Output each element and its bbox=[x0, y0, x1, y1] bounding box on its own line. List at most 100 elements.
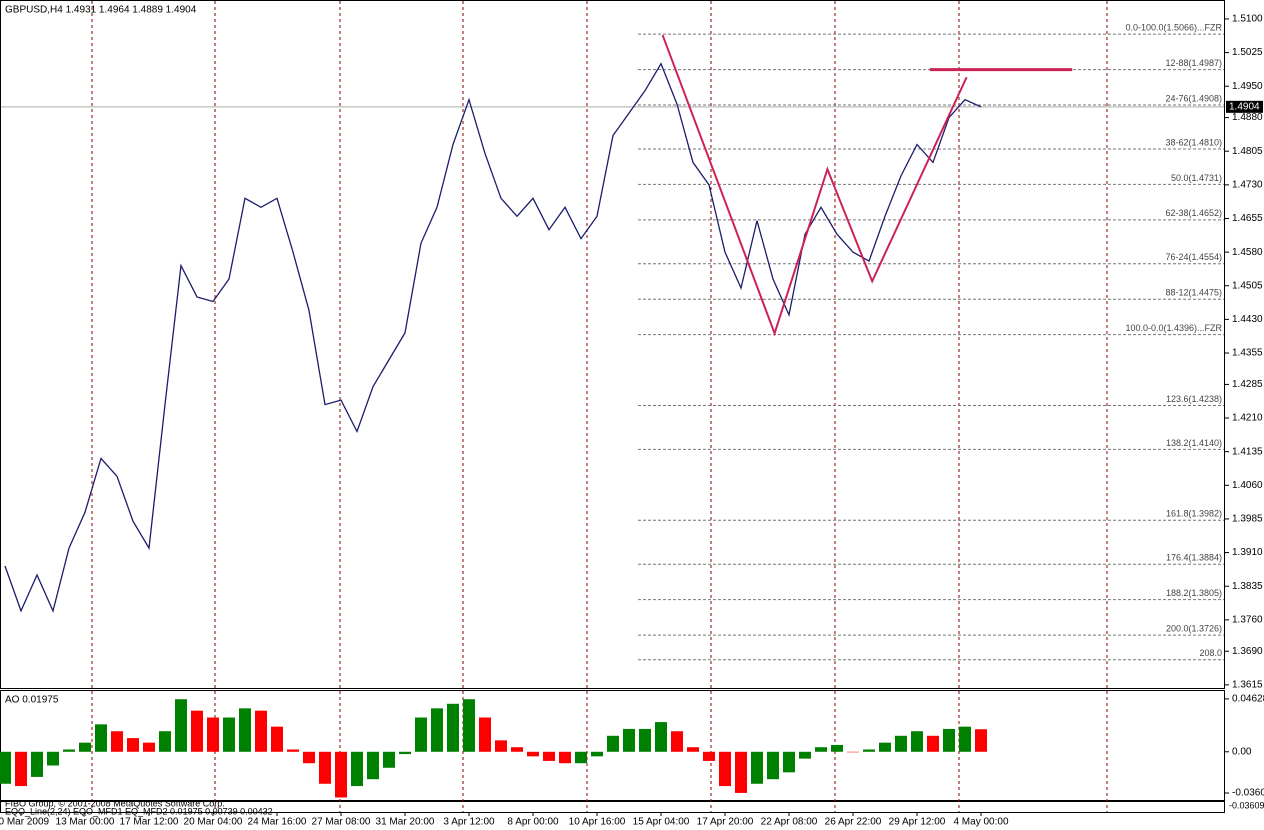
ao-bar bbox=[463, 699, 475, 752]
ao-panel bbox=[0, 690, 1225, 801]
ao-bar bbox=[47, 751, 59, 766]
ao-bar bbox=[607, 735, 619, 752]
eqo-panel bbox=[0, 801, 1225, 813]
x-tick-label: 10 Mar 2009 bbox=[0, 817, 50, 828]
ao-bar bbox=[175, 699, 187, 752]
x-tick-label: 8 Apr 00:00 bbox=[507, 817, 559, 828]
x-tick-label: 17 Apr 20:00 bbox=[697, 817, 754, 828]
fib-label: 12-88(1.4987) bbox=[1165, 58, 1222, 68]
x-tick-label: 20 Mar 04:00 bbox=[184, 817, 243, 828]
ao-bar bbox=[303, 751, 315, 764]
y-tick-label: 1.3910 bbox=[1232, 547, 1263, 558]
ao-bar bbox=[639, 728, 651, 752]
ao-bar bbox=[31, 751, 43, 777]
fib-label: 88-12(1.4475) bbox=[1165, 288, 1222, 298]
ao-bar bbox=[847, 751, 859, 753]
ao-bar bbox=[943, 728, 955, 752]
y-tick-label: 1.3615 bbox=[1232, 680, 1263, 691]
ao-bar bbox=[975, 729, 987, 752]
ao-bar bbox=[655, 722, 667, 752]
fib-label: 200.0(1.3726) bbox=[1166, 623, 1222, 633]
y-tick-label: 1.4505 bbox=[1232, 280, 1263, 291]
ao-bar bbox=[0, 751, 11, 784]
chart-title: GBPUSD,H4 1.4931 1.4964 1.4889 1.4904 bbox=[5, 5, 197, 16]
x-tick-label: 24 Mar 16:00 bbox=[248, 817, 307, 828]
ao-bar bbox=[191, 710, 203, 752]
ao-bar bbox=[799, 751, 811, 759]
ao-bar bbox=[591, 751, 603, 757]
y-tick-label: 1.3760 bbox=[1232, 614, 1263, 625]
ao-bar bbox=[383, 751, 395, 768]
x-tick-label: 10 Apr 16:00 bbox=[569, 817, 626, 828]
y-tick-label: 1.4950 bbox=[1232, 81, 1263, 92]
y-tick-label: 1.4580 bbox=[1232, 247, 1263, 258]
ao-bar bbox=[239, 708, 251, 752]
ao-bar bbox=[559, 751, 571, 764]
ao-bar bbox=[159, 731, 171, 752]
ao-bar bbox=[255, 710, 267, 752]
x-tick-label: 26 Apr 22:00 bbox=[825, 817, 882, 828]
y-tick-label: 1.3835 bbox=[1232, 581, 1263, 592]
ao-bar bbox=[927, 735, 939, 752]
y-tick-label: 1.4730 bbox=[1232, 179, 1263, 190]
ao-bar bbox=[63, 749, 75, 752]
ao-bar bbox=[703, 751, 715, 761]
ao-bar bbox=[783, 751, 795, 773]
y-tick-label: 1.4805 bbox=[1232, 146, 1263, 157]
ao-bar bbox=[271, 726, 283, 752]
y-tick-label: 1.4430 bbox=[1232, 314, 1263, 325]
y-tick-label: 1.4210 bbox=[1232, 413, 1263, 424]
ao-bar bbox=[367, 751, 379, 780]
x-tick-label: 15 Apr 04:00 bbox=[633, 817, 690, 828]
ao-bar bbox=[431, 708, 443, 752]
y-tick-label: 0.00 bbox=[1232, 746, 1252, 757]
price-line bbox=[4, 62, 982, 613]
ao-bar bbox=[767, 751, 779, 780]
ao-bar bbox=[527, 751, 539, 757]
ao-bar bbox=[735, 751, 747, 793]
ao-bar bbox=[959, 726, 971, 752]
x-tick-label: 13 Mar 00:00 bbox=[56, 817, 115, 828]
ao-bar bbox=[479, 717, 491, 752]
ao-bar bbox=[335, 751, 347, 798]
fib-label: 123.6(1.4238) bbox=[1166, 394, 1222, 404]
fib-label: 62-38(1.4652) bbox=[1165, 208, 1222, 218]
ao-bar bbox=[415, 717, 427, 752]
ao-bar bbox=[831, 744, 843, 752]
x-tick-label: 27 Mar 08:00 bbox=[312, 817, 371, 828]
ao-bar bbox=[495, 740, 507, 752]
copyright: FIBO Group, © 2001-2008 MetaQuotes Softw… bbox=[5, 798, 225, 808]
y-tick-label: 1.4655 bbox=[1232, 213, 1263, 224]
ao-bar bbox=[671, 731, 683, 752]
fib-label: 176.4(1.3884) bbox=[1166, 553, 1222, 563]
eqo-title: EQO_Line(2,24) EQO_MFD1 EQ_MFD2 0.01975 … bbox=[5, 806, 273, 816]
ao-title: AO 0.01975 bbox=[5, 695, 59, 706]
ao-bar bbox=[15, 751, 27, 787]
y-tick-label: 0.04628 bbox=[1232, 694, 1264, 705]
x-tick-label: 17 Mar 12:00 bbox=[120, 817, 179, 828]
ao-bar bbox=[95, 724, 107, 752]
x-tick-label: 31 Mar 20:00 bbox=[376, 817, 435, 828]
y-tick-label: 1.3985 bbox=[1232, 514, 1263, 525]
y-tick-label: 1.3690 bbox=[1232, 646, 1263, 657]
ao-bar bbox=[719, 751, 731, 787]
y-tick-label: 1.4135 bbox=[1232, 446, 1263, 457]
y-tick-label: 1.4060 bbox=[1232, 480, 1263, 491]
ao-bar bbox=[111, 731, 123, 752]
ao-bar bbox=[223, 717, 235, 752]
ao-bar bbox=[399, 751, 411, 755]
x-tick-label: 3 Apr 12:00 bbox=[443, 817, 495, 828]
fib-label: 208.0 bbox=[1199, 648, 1222, 658]
y-tick-label: 1.5025 bbox=[1232, 47, 1263, 58]
fib-label: 50.0(1.4731) bbox=[1171, 173, 1222, 183]
fib-label: 100.0-0.0(1.4396)...FZR bbox=[1125, 323, 1222, 333]
last-price-box bbox=[1226, 100, 1263, 113]
fib-label: 0.0-100.0(1.5066)...FZR bbox=[1125, 23, 1222, 33]
ao-bar bbox=[895, 735, 907, 752]
y-tick-label: 1.4285 bbox=[1232, 379, 1263, 390]
ao-bar bbox=[287, 749, 299, 752]
x-tick-label: 4 May 00:00 bbox=[953, 817, 1008, 828]
y-tick-label: 1.4880 bbox=[1232, 112, 1263, 123]
zigzag bbox=[661, 34, 968, 337]
last-price-label: 1.4904 bbox=[1229, 101, 1260, 112]
